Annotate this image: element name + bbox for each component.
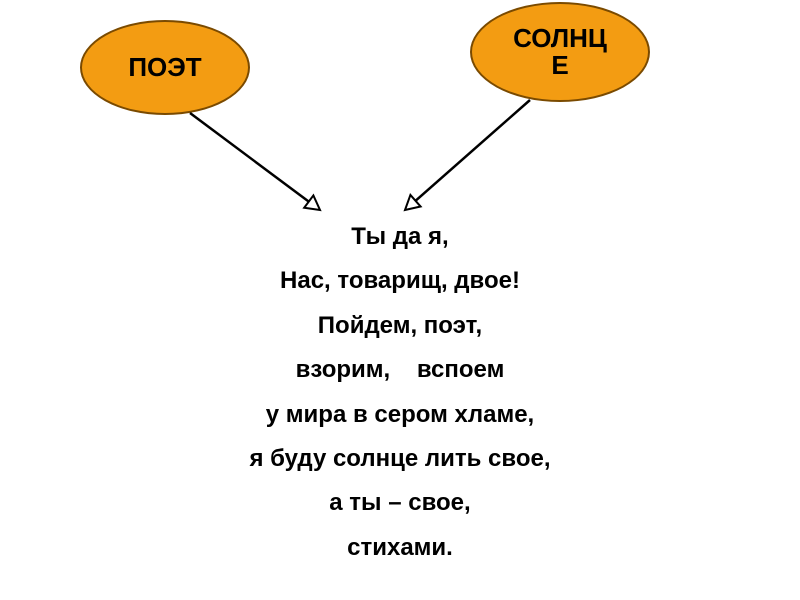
- ellipse-sun-label: СОЛНЦ Е: [513, 25, 607, 80]
- diagram-stage: ПОЭТ СОЛНЦ Е Ты да я, Нас, товарищ, двое…: [0, 0, 800, 600]
- ellipse-poet: ПОЭТ: [80, 20, 250, 115]
- poem-block: Ты да я, Нас, товарищ, двое! Пойдем, поэ…: [160, 215, 640, 570]
- ellipse-poet-label: ПОЭТ: [128, 54, 201, 81]
- arrow-from-sun: [405, 100, 530, 210]
- ellipse-sun: СОЛНЦ Е: [470, 2, 650, 102]
- arrow-from-poet: [190, 113, 320, 210]
